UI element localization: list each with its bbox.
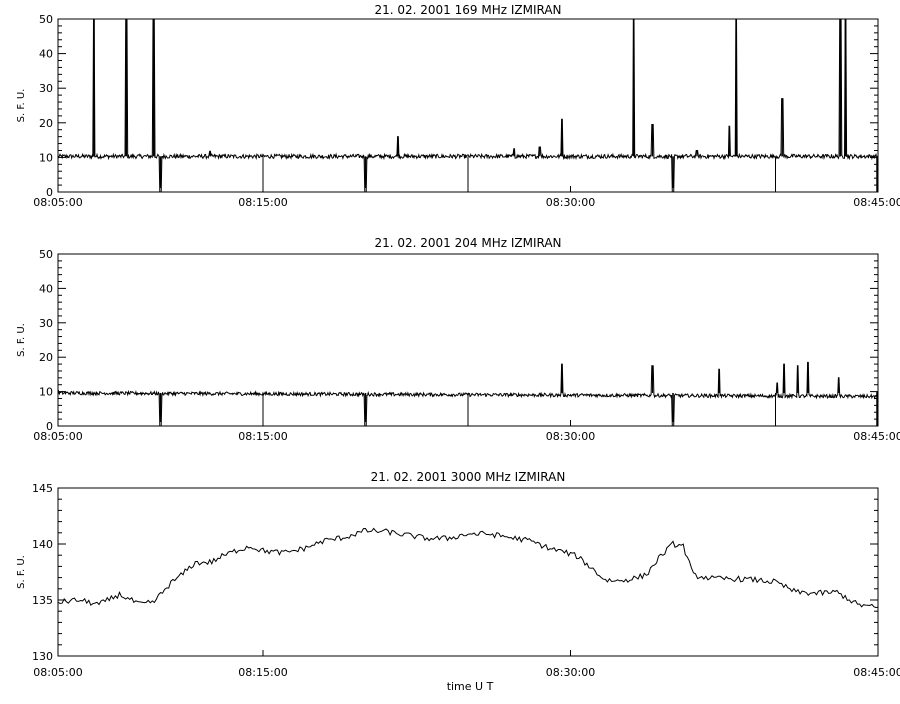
x-tick-label: 08:30:00: [546, 430, 595, 443]
y-tick-label: 40: [39, 282, 53, 295]
chart-panel-2: 21. 02. 2001 204 MHz IZMIRAN S. F. U. 0 10 2…: [16, 236, 900, 443]
y-axis-label: S. F. U.: [16, 555, 27, 589]
x-tick-label: 08:45:00: [853, 196, 900, 209]
x-tick-label: 08:15:00: [238, 196, 287, 209]
y-tick-label: 10: [39, 151, 53, 164]
y-tick-label: 0: [46, 420, 53, 433]
y-tick-label: 30: [39, 82, 53, 95]
y-tick-label: 20: [39, 351, 53, 364]
x-tick-label: 08:30:00: [546, 196, 595, 209]
chart-title: 21. 02. 2001 204 MHz IZMIRAN: [374, 236, 561, 250]
flux-series-line: [57, 18, 879, 193]
chart-title: 21. 02. 2001 169 MHz IZMIRAN: [374, 3, 561, 17]
x-tick-label: 08:05:00: [33, 666, 82, 679]
y-axis-label: S. F. U.: [16, 323, 27, 357]
x-tick-label: 08:05:00: [33, 430, 82, 443]
flux-series-line: [57, 527, 879, 609]
chart-title: 21. 02. 2001 3000 MHz IZMIRAN: [371, 470, 566, 484]
y-tick-label: 135: [32, 594, 53, 607]
y-tick-label: 40: [39, 48, 53, 61]
x-tick-label: 08:05:00: [33, 196, 82, 209]
y-tick-label: 10: [39, 386, 53, 399]
y-tick-label: 50: [39, 248, 53, 261]
chart-panel-1: 21. 02. 2001 169 MHz IZMIRAN S. F. U. 0 10 2…: [16, 3, 900, 209]
y-tick-label: 145: [32, 482, 53, 495]
y-tick-label: 50: [39, 13, 53, 26]
x-tick-label: 08:45:00: [853, 666, 900, 679]
y-tick-label: 0: [46, 186, 53, 199]
x-tick-label: 08:45:00: [853, 430, 900, 443]
y-tick-label: 140: [32, 538, 53, 551]
y-tick-label: 130: [32, 650, 53, 663]
chart-panel-3: 21. 02. 2001 3000 MHz IZMIRAN S. F. U. 130…: [16, 470, 900, 693]
y-tick-label: 30: [39, 317, 53, 330]
y-tick-label: 20: [39, 117, 53, 130]
x-tick-label: 08:30:00: [546, 666, 595, 679]
plot-frame: [57, 487, 879, 657]
x-tick-label: 08:15:00: [238, 666, 287, 679]
x-axis-label: time U T: [447, 680, 494, 693]
x-tick-label: 08:15:00: [238, 430, 287, 443]
y-axis-label: S. F. U.: [16, 89, 27, 123]
